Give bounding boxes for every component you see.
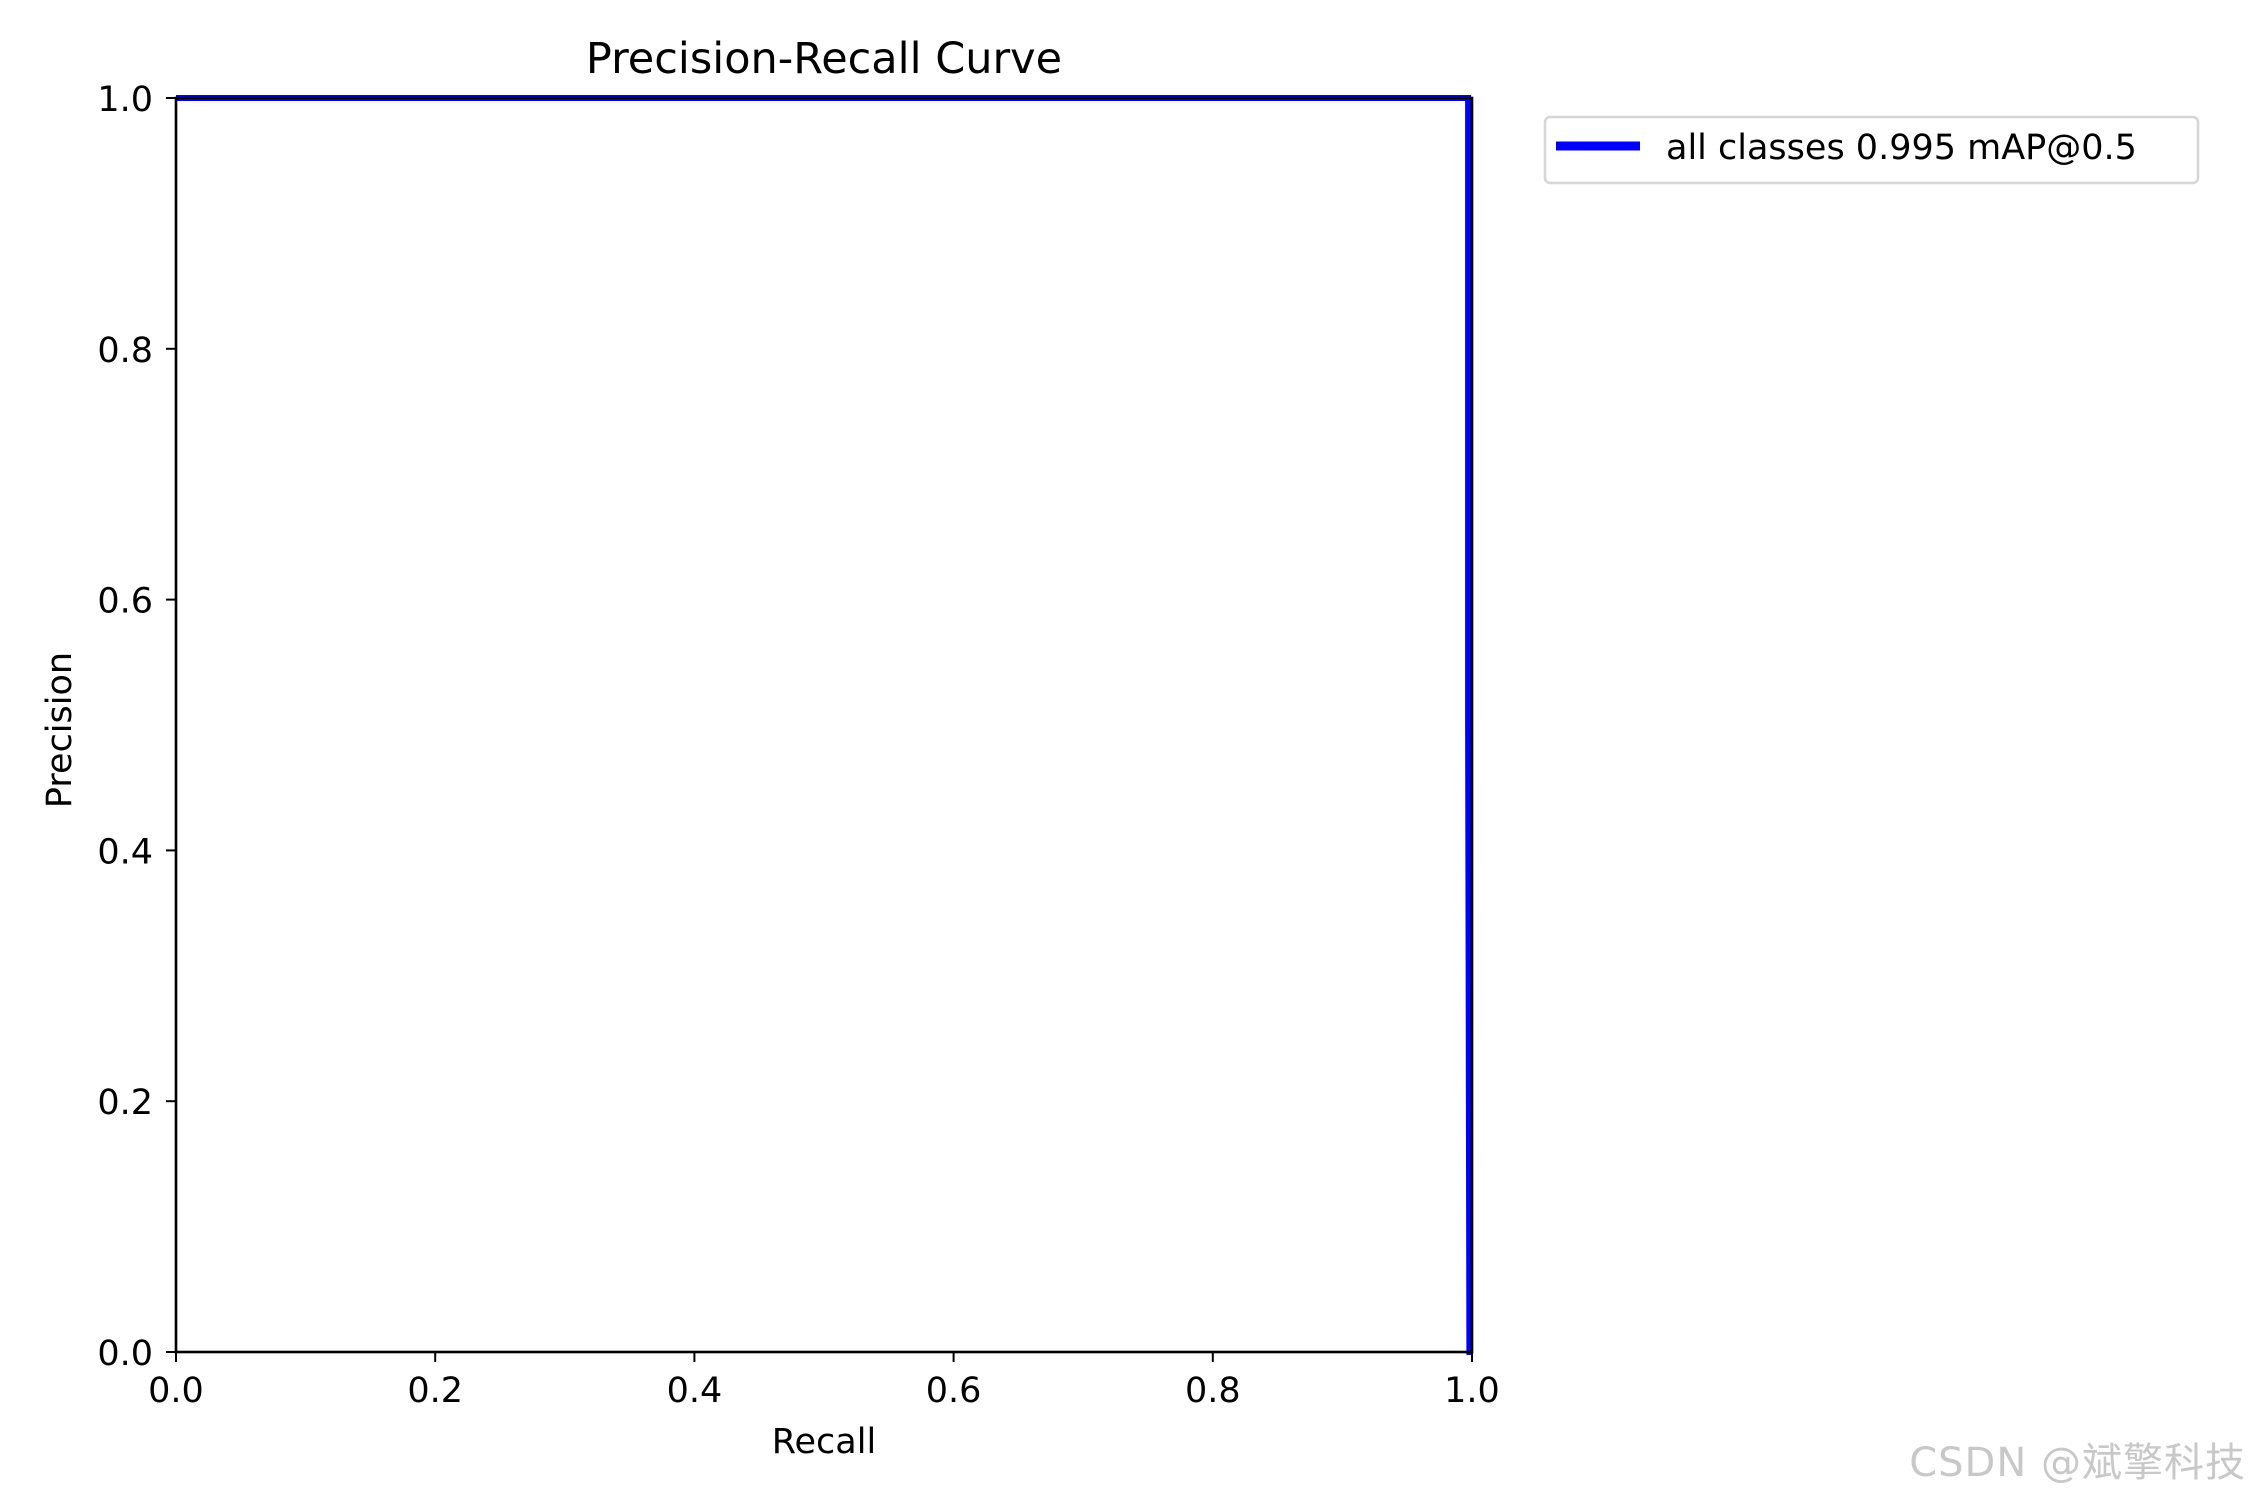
y-tick-label: 0.0 — [97, 1334, 153, 1374]
x-tick-label: 0.8 — [1185, 1371, 1241, 1411]
y-axis-ticks: 0.0 0.2 0.4 0.6 0.8 1.0 — [97, 80, 176, 1374]
x-tick-label: 0.0 — [148, 1371, 204, 1411]
x-tick-label: 1.0 — [1444, 1371, 1500, 1411]
legend-box — [1543, 115, 2200, 185]
legend: all classes 0.995 mAP@0.5 — [1543, 115, 2200, 185]
x-axis-label: Recall — [772, 1422, 876, 1462]
y-tick-label: 0.2 — [97, 1083, 153, 1123]
y-tick-label: 1.0 — [97, 80, 153, 120]
y-tick-label: 0.8 — [97, 331, 153, 371]
x-tick-label: 0.4 — [667, 1371, 723, 1411]
legend-label-all-classes: all classes 0.995 mAP@0.5 — [1666, 128, 2137, 168]
axes-frame — [174, 96, 1474, 1354]
x-tick-label: 0.6 — [926, 1371, 982, 1411]
y-tick-label: 0.6 — [97, 582, 153, 622]
chart-title: Precision-Recall Curve — [586, 34, 1062, 84]
y-tick-label: 0.4 — [97, 832, 153, 872]
x-tick-label: 0.2 — [407, 1371, 463, 1411]
watermark-text: CSDN @斌擎科技 — [1909, 1440, 2246, 1486]
x-axis-ticks: 0.0 0.2 0.4 0.6 0.8 1.0 — [148, 1352, 1500, 1411]
y-axis-label: Precision — [40, 652, 80, 808]
